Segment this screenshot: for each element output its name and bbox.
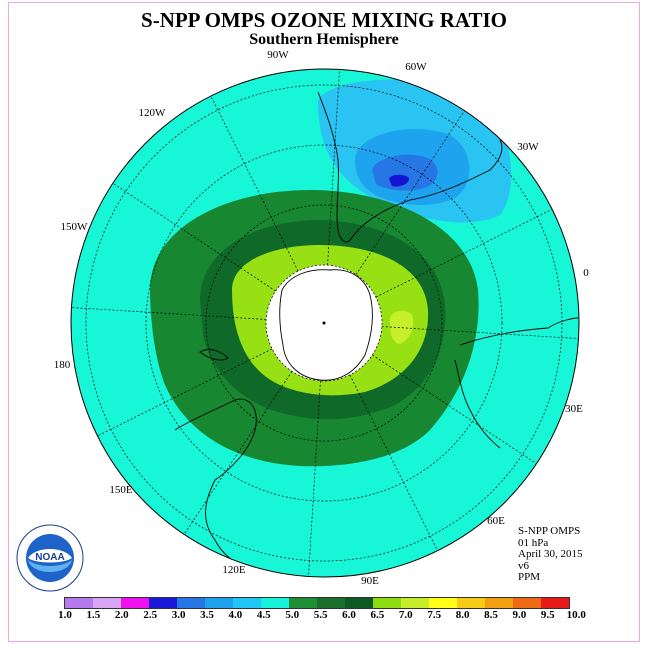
meridian-line <box>327 69 341 266</box>
colorbar-swatch <box>401 598 429 608</box>
logo-text: NOAA <box>35 552 64 563</box>
longitude-label: 120W <box>139 107 167 119</box>
colorbar-tick-label: 7.5 <box>427 609 442 621</box>
colorbar-tick-label: 1.0 <box>58 609 72 621</box>
colorbar-swatch <box>457 598 485 608</box>
map-subtitle: Southern Hemisphere <box>249 31 399 48</box>
colorbar-tick-label: 8.0 <box>455 609 470 621</box>
image-frame <box>8 2 640 642</box>
south-pole-marker <box>322 321 326 325</box>
meridians <box>71 69 579 577</box>
colorbar-swatch <box>541 598 569 608</box>
colorbar-tick-label: 5.5 <box>313 609 328 621</box>
longitude-label: 150W <box>61 221 89 233</box>
meridian-line <box>372 354 542 467</box>
colorbar-tick-label: 3.0 <box>171 609 186 621</box>
meridian-line <box>71 306 267 320</box>
south-america-coast <box>317 91 503 243</box>
info-units: PPM <box>518 571 541 583</box>
colorbar-tick-label: 7.0 <box>398 609 413 621</box>
colorbar-swatch <box>429 598 457 608</box>
colorbar-tick-label: 4.5 <box>256 609 271 621</box>
colorbar-tick-label: 2.5 <box>143 609 158 621</box>
meridian-line <box>307 380 321 577</box>
colorbar-swatch <box>177 598 205 608</box>
colorbar-tick-label: 5.0 <box>285 609 300 621</box>
graticule <box>85 84 563 562</box>
colorbar-swatch <box>205 598 233 608</box>
longitude-label: 90E <box>361 575 379 587</box>
colorbar-swatch <box>149 598 177 608</box>
meridian-line <box>375 206 557 298</box>
meridian-line <box>381 326 579 340</box>
colorbar-tick-label: 2.0 <box>114 609 129 621</box>
colorbar-swatch <box>485 598 513 608</box>
australia-coast <box>174 398 281 577</box>
colorbar-tick-label: 10.0 <box>566 609 586 621</box>
colorbar-swatch <box>121 598 149 608</box>
colorbar-tick-label: 9.0 <box>512 609 527 621</box>
colorbar-tick-label: 9.5 <box>540 609 555 621</box>
map-title: S-NPP OMPS OZONE MIXING RATIO <box>141 8 507 32</box>
colorbar-swatch <box>261 598 289 608</box>
meridian-line <box>207 90 299 272</box>
africa-coast <box>454 317 579 449</box>
colorbar-tick-label: 1.5 <box>86 609 101 621</box>
longitude-label: 180 <box>54 359 71 371</box>
longitude-label: 60W <box>405 61 427 73</box>
colorbar-swatch <box>373 598 401 608</box>
low-region-core <box>389 174 410 187</box>
meridian-line <box>106 179 276 292</box>
colorbar-swatch <box>345 598 373 608</box>
longitude-label: 60E <box>487 515 505 527</box>
new-zealand-coast <box>199 349 229 361</box>
longitude-label: 30E <box>565 403 583 415</box>
colorbar-tick-label: 4.0 <box>228 609 243 621</box>
noaa-logo-icon: NOAA <box>16 524 84 592</box>
colorbar <box>64 597 570 609</box>
meridian-line <box>180 371 293 541</box>
info-instrument: S-NPP OMPS <box>518 525 581 537</box>
longitude-labels: 90W 60W 30W 0 30E 60E 90E 120E 150E 180 150W 120W <box>54 49 590 587</box>
colorbar-tick-label: 8.5 <box>484 609 498 621</box>
info-level: 01 hPa <box>518 536 549 549</box>
longitude-label: 30W <box>517 141 539 153</box>
product-info: S-NPP OMPS 01 hPa April 30, 2015 v6 PPM <box>518 525 583 584</box>
inner-highlight <box>389 310 414 344</box>
longitude-label: 0 <box>583 267 589 279</box>
meridian-line <box>349 374 441 556</box>
info-version: v6 <box>518 559 529 572</box>
colorbar-swatch <box>317 598 345 608</box>
colorbar-swatch <box>93 598 121 608</box>
low-region-inner <box>372 154 438 191</box>
longitude-label: 120E <box>222 564 246 576</box>
colorbar-swatch <box>289 598 317 608</box>
meridian-line <box>91 348 273 440</box>
meridian-line <box>355 105 468 275</box>
longitude-label: 90W <box>267 49 289 61</box>
map-boundary <box>70 68 580 578</box>
coastlines <box>174 91 579 577</box>
antarctica-coast <box>279 269 373 381</box>
colorbar-tick-label: 3.5 <box>200 609 214 621</box>
longitude-label: 150E <box>109 484 133 496</box>
colorbar-swatch <box>65 598 93 608</box>
colorbar-swatch <box>233 598 261 608</box>
colorbar-tick-label: 6.0 <box>342 609 356 621</box>
colorbar-swatch <box>513 598 541 608</box>
colorbar-tick-label: 6.5 <box>370 609 385 621</box>
info-date: April 30, 2015 <box>518 548 583 560</box>
